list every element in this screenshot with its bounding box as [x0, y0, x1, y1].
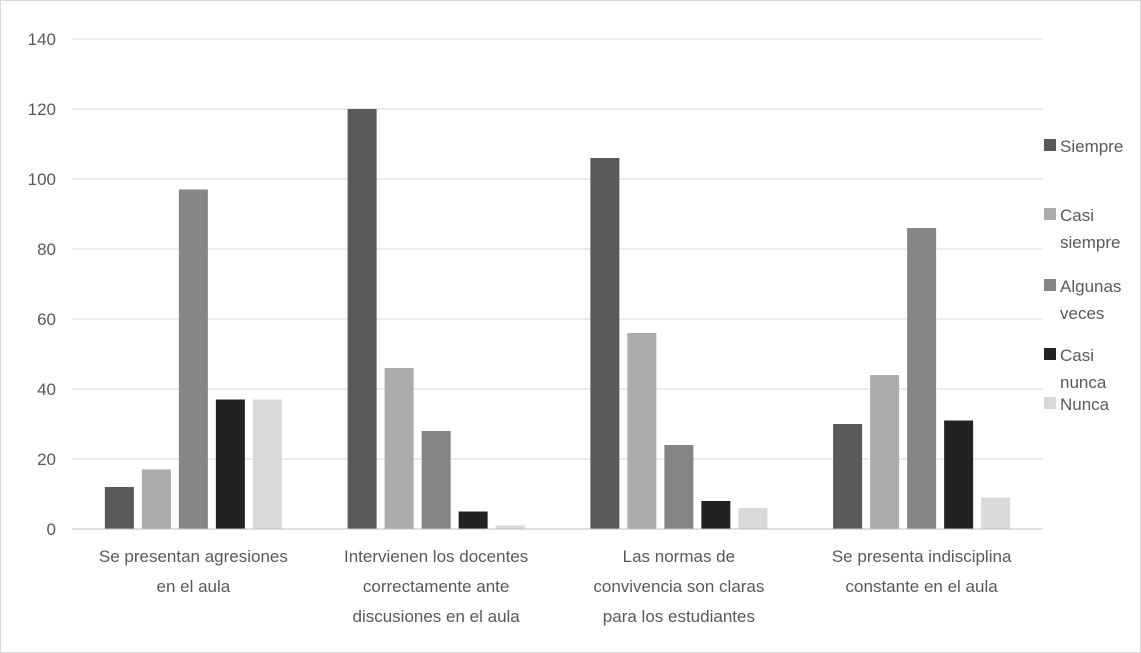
bar-algunas-veces: [907, 228, 937, 529]
y-tick-label: 60: [37, 310, 56, 329]
bar-siempre: [590, 158, 620, 529]
x-category-label: Las normas de: [623, 547, 735, 566]
y-axis-ticks: 0 20 40 60 80 100 120 140: [28, 30, 56, 539]
bar-nunca: [738, 508, 768, 529]
bar-nunca: [981, 497, 1011, 529]
y-tick-label: 120: [28, 100, 56, 119]
category-labels: Se presentan agresiones en el aula Intervi…: [99, 547, 1012, 626]
x-category-label: discusiones en el aula: [352, 607, 520, 626]
legend: Siempre Casi siempre Algunas veces Casi nunca N…: [1044, 137, 1123, 414]
y-tick-label: 0: [47, 520, 56, 539]
y-tick-label: 80: [37, 240, 56, 259]
bar-siempre: [347, 109, 377, 529]
bar-nunca: [495, 525, 525, 529]
bar-casi-siempre: [870, 375, 900, 529]
x-category-label: Intervienen los docentes: [344, 547, 528, 566]
legend-label: Siempre: [1060, 137, 1123, 156]
y-tick-label: 20: [37, 450, 56, 469]
y-tick-label: 100: [28, 170, 56, 189]
legend-label: nunca: [1060, 373, 1107, 392]
bar-casi-nunca: [215, 399, 245, 529]
legend-label: siempre: [1060, 233, 1120, 252]
legend-label: Nunca: [1060, 395, 1110, 414]
x-category-label: Se presenta indisciplina: [832, 547, 1012, 566]
legend-swatch: [1044, 397, 1056, 409]
bar-siempre: [104, 487, 134, 529]
legend-swatch: [1044, 348, 1056, 360]
y-tick-label: 140: [28, 30, 56, 49]
bar-casi-siempre: [384, 368, 414, 529]
bar-casi-nunca: [458, 511, 488, 529]
bar-casi-nunca: [944, 420, 974, 529]
x-category-label: para los estudiantes: [603, 607, 755, 626]
bar-algunas-veces: [421, 431, 451, 529]
bar-siempre: [833, 424, 863, 529]
legend-swatch: [1044, 208, 1056, 220]
bar-algunas-veces: [178, 189, 208, 529]
bar-casi-nunca: [701, 501, 731, 529]
x-category-label: en el aula: [157, 577, 231, 596]
bar-algunas-veces: [664, 445, 694, 529]
legend-swatch: [1044, 279, 1056, 291]
bar-nunca: [252, 399, 282, 529]
legend-label: Casi: [1060, 206, 1094, 225]
x-category-label: convivencia son claras: [593, 577, 764, 596]
x-category-label: correctamente ante: [363, 577, 509, 596]
bar-casi-siempre: [141, 469, 171, 529]
bars: [104, 109, 1011, 529]
legend-label: veces: [1060, 304, 1104, 323]
legend-label: Algunas: [1060, 277, 1121, 296]
legend-swatch: [1044, 139, 1056, 151]
legend-label: Casi: [1060, 346, 1094, 365]
x-category-label: constante en el aula: [846, 577, 999, 596]
y-tick-label: 40: [37, 380, 56, 399]
x-category-label: Se presentan agresiones: [99, 547, 288, 566]
bar-casi-siempre: [627, 333, 657, 529]
